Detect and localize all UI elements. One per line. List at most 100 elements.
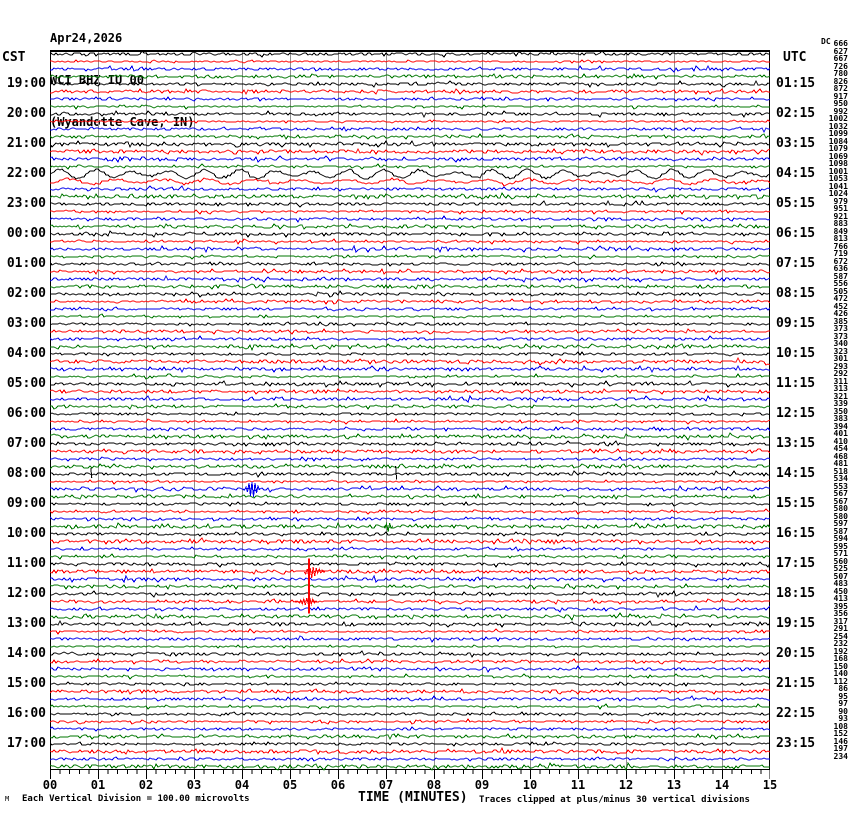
trace-line (50, 88, 770, 96)
dc-offset-value: 95 (838, 692, 848, 701)
trace-line (50, 695, 770, 702)
trace-line (50, 665, 770, 673)
trace-line (50, 59, 770, 64)
dc-offset-value: 413 (833, 594, 848, 603)
x-tick-label: 03 (186, 778, 202, 792)
trace-line (50, 343, 770, 352)
dc-offset-value: 301 (833, 354, 848, 363)
dc-offset-value: 595 (833, 542, 848, 551)
cst-hour-label: 13:00 (6, 616, 46, 631)
dc-offset-value: 395 (833, 602, 848, 611)
utc-hour-label: 04:15 (776, 166, 816, 181)
dc-offset-value: 667 (833, 54, 848, 63)
dc-offset-value: 505 (833, 287, 848, 296)
dc-offset-value: 950 (833, 99, 848, 108)
utc-hour-label: 19:15 (776, 616, 816, 631)
trace-line (50, 215, 770, 223)
dc-offset-value: 108 (833, 722, 848, 731)
trace-line (50, 546, 770, 552)
x-tick-label: 07 (378, 778, 394, 792)
dc-offset-value: 234 (833, 752, 848, 761)
trace-line (50, 163, 770, 170)
dc-offset-value: 254 (833, 632, 848, 641)
dc-offset-value: 373 (833, 324, 848, 333)
trace-line (50, 403, 770, 410)
dc-offset-value: 979 (833, 197, 848, 206)
trace-line (50, 267, 770, 275)
event-burst (383, 522, 394, 533)
dc-offset-value: 1099 (828, 129, 848, 138)
trace-line (50, 147, 770, 156)
dc-offset-value: 872 (833, 84, 848, 93)
dc-offset-value: 580 (833, 512, 848, 521)
dc-column-header: DC (821, 37, 831, 46)
trace-line (50, 209, 770, 215)
utc-hour-label: 18:15 (776, 586, 816, 601)
trace-line (50, 761, 770, 772)
cst-hour-label: 21:00 (6, 136, 46, 151)
utc-hour-label: 17:15 (776, 556, 816, 571)
event-spike (395, 465, 398, 480)
dc-offset-value: 636 (833, 264, 848, 273)
watermark-glyph: M (5, 795, 10, 803)
trace-line (50, 456, 770, 462)
trace-line (50, 96, 770, 102)
utc-hour-label: 08:15 (776, 286, 816, 301)
dc-offset-value: 1053 (828, 174, 848, 183)
dc-offset-value: 525 (833, 564, 848, 573)
trace-line (50, 254, 770, 260)
dc-offset-value: 1002 (828, 114, 848, 123)
utc-hour-label: 11:15 (776, 376, 816, 391)
event-burst (303, 566, 326, 579)
dc-offset-value: 410 (833, 437, 848, 446)
x-tick-label: 15 (762, 778, 778, 792)
cst-hour-label: 12:00 (6, 586, 46, 601)
dc-offset-value: 917 (833, 92, 848, 101)
dc-offset-value: 192 (833, 647, 848, 656)
dc-offset-value: 323 (833, 347, 848, 356)
trace-line (50, 356, 770, 366)
trace-line (50, 380, 770, 388)
x-tick-label: 08 (426, 778, 442, 792)
trace-line (50, 703, 770, 710)
dc-offset-value: 146 (833, 737, 848, 746)
trace-line (50, 440, 770, 447)
dc-offset-value: 291 (833, 624, 848, 633)
dc-offset-value: 780 (833, 69, 848, 78)
trace-line (50, 185, 770, 193)
trace-line (50, 485, 770, 493)
trace-line (50, 493, 770, 500)
x-tick-label: 00 (42, 778, 58, 792)
trace-line (50, 508, 770, 515)
trace-line (50, 583, 770, 590)
left-axis-header: CST (2, 50, 26, 65)
trace-line (50, 612, 770, 622)
trace-line (50, 306, 770, 312)
trace-line (50, 733, 770, 741)
dc-offset-value: 340 (833, 339, 848, 348)
utc-hour-label: 01:15 (776, 76, 816, 91)
trace-line (50, 283, 770, 290)
dc-offset-value: 481 (833, 459, 848, 468)
dc-offset-value: 86 (838, 684, 848, 693)
x-tick-label: 05 (282, 778, 298, 792)
right-axis-header: UTC (783, 50, 807, 65)
dc-offset-value: 472 (833, 294, 848, 303)
trace-line (50, 140, 770, 149)
trace-line (50, 79, 770, 88)
trace-line (50, 628, 770, 635)
trace-line (50, 432, 770, 441)
trace-line (50, 658, 770, 665)
dc-offset-value: 385 (833, 317, 848, 326)
dc-offset-value: 317 (833, 617, 848, 626)
trace-line (50, 561, 770, 568)
trace-line (50, 448, 770, 455)
trace-line (50, 568, 770, 575)
dc-offset-value: 1084 (828, 137, 848, 146)
dc-offset-value: 112 (833, 677, 848, 686)
trace-line (50, 274, 770, 283)
trace-line (50, 298, 770, 305)
utc-hour-label: 02:15 (776, 106, 816, 121)
trace-line (50, 574, 770, 584)
dc-offset-value: 921 (833, 212, 848, 221)
